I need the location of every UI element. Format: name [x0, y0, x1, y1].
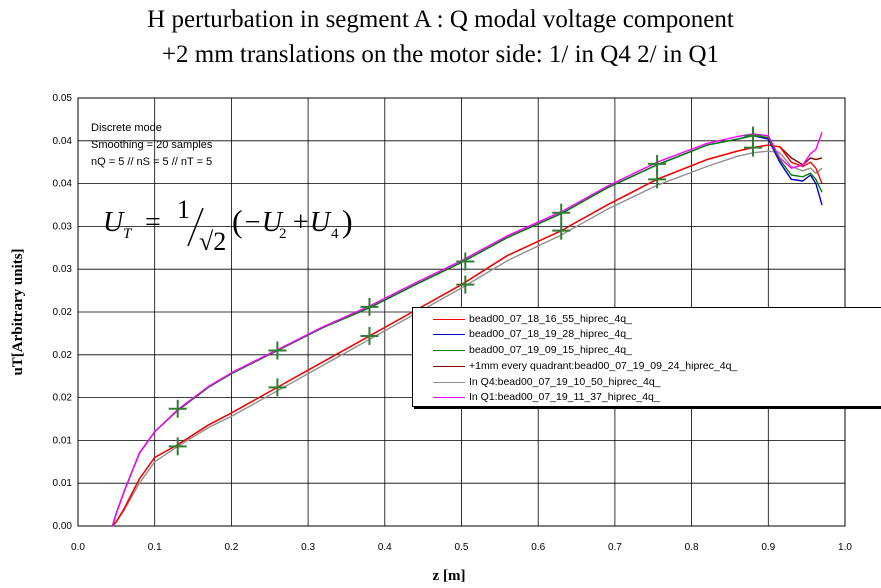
x-tick-label: 0.8	[685, 542, 699, 553]
legend-swatch	[433, 333, 465, 335]
cross-marker	[552, 221, 571, 240]
legend-label: bead00_07_18_19_28_hiprec_4q_	[469, 328, 632, 340]
legend-swatch	[433, 318, 465, 320]
x-tick-label: 0.2	[224, 542, 238, 553]
chart-title-line-2: +2 mm translations on the motor side: 1/…	[161, 41, 720, 68]
legend-swatch	[433, 365, 465, 367]
y-tick-label: 0.04	[53, 136, 73, 147]
x-tick-label: 0.5	[455, 542, 469, 553]
y-tick-label: 0.02	[53, 393, 73, 404]
cross-marker	[456, 275, 475, 294]
x-tick-label: 0.6	[531, 542, 545, 553]
y-tick-label: 0.01	[53, 478, 73, 489]
cross-marker	[552, 203, 571, 222]
x-tick-label: 0.9	[761, 542, 775, 553]
cross-marker	[268, 341, 287, 360]
y-axis-label: uT[Arbitrary units]	[10, 248, 26, 375]
cross-marker	[268, 378, 287, 397]
legend-item: bead00_07_18_19_28_hiprec_4q_	[433, 327, 632, 341]
note-line-2: Smoothing = 20 samples	[91, 139, 213, 151]
legend-item: +1mm every quadrant:bead00_07_19_09_24_h…	[433, 359, 737, 373]
y-tick-label: 0.04	[53, 179, 73, 190]
cross-marker	[168, 437, 187, 456]
x-tick-label: 0.4	[378, 542, 392, 553]
legend-label: bead00_07_19_09_15_hiprec_4q_	[469, 344, 632, 356]
series-line-5	[111, 131, 823, 527]
x-tick-label: 0.0	[71, 542, 85, 553]
y-tick-labels: 0.00 0.01 0.01 0.02 0.02 0.02 0.03 0.03 0.04 0.04…	[53, 93, 73, 532]
cross-marker	[648, 170, 667, 189]
y-tick-label: 0.00	[53, 521, 73, 532]
legend-item: In Q4:bead00_07_19_10_50_hiprec_4q_	[433, 375, 661, 389]
x-tick-label: 0.1	[148, 542, 162, 553]
legend-swatch	[433, 349, 465, 351]
cross-marker	[456, 252, 475, 271]
y-tick-label: 0.02	[53, 350, 73, 361]
y-tick-label: 0.01	[53, 435, 73, 446]
cross-marker	[360, 326, 379, 345]
cross-marker	[360, 297, 379, 316]
note-line-3: nQ = 5 // nS = 5 // nT = 5	[91, 156, 213, 168]
x-tick-label: 0.7	[608, 542, 622, 553]
y-tick-label: 0.02	[53, 307, 73, 318]
legend: bead00_07_18_16_55_hiprec_4q_ bead00_07_…	[412, 307, 881, 407]
y-tick-label: 0.03	[53, 221, 73, 232]
x-tick-label: 0.3	[301, 542, 315, 553]
series-line-4	[111, 150, 823, 527]
y-tick-label: 0.05	[53, 93, 73, 104]
legend-label: In Q4:bead00_07_19_10_50_hiprec_4q_	[469, 376, 661, 388]
series-lines	[111, 131, 823, 527]
legend-swatch	[433, 381, 465, 383]
note-line-1: Discrete mode	[91, 122, 162, 134]
x-axis-label: z [m]	[433, 568, 466, 584]
legend-swatch	[433, 396, 465, 398]
cross-marker	[648, 154, 667, 173]
legend-item: bead00_07_19_09_15_hiprec_4q_	[433, 343, 632, 357]
cross-markers	[168, 126, 762, 456]
chart-title-line-1: H perturbation in segment A : Q modal vo…	[147, 6, 734, 33]
legend-label: In Q1:bead00_07_19_11_37_hiprec_4q_	[469, 391, 660, 403]
cross-marker	[743, 138, 762, 157]
series-line-0	[111, 144, 823, 527]
legend-label: bead00_07_18_16_55_hiprec_4q_	[469, 313, 632, 325]
x-tick-label: 1.0	[838, 542, 852, 553]
legend-label: +1mm every quadrant:bead00_07_19_09_24_h…	[469, 360, 738, 372]
legend-item: In Q1:bead00_07_19_11_37_hiprec_4q_	[433, 390, 660, 404]
y-tick-label: 0.03	[53, 264, 73, 275]
cross-marker	[168, 399, 187, 418]
legend-item: bead00_07_18_16_55_hiprec_4q_	[433, 312, 632, 326]
x-tick-labels: 0.0 0.1 0.2 0.3 0.4 0.5 0.6 0.7 0.8 0.9 1.0	[71, 542, 852, 553]
